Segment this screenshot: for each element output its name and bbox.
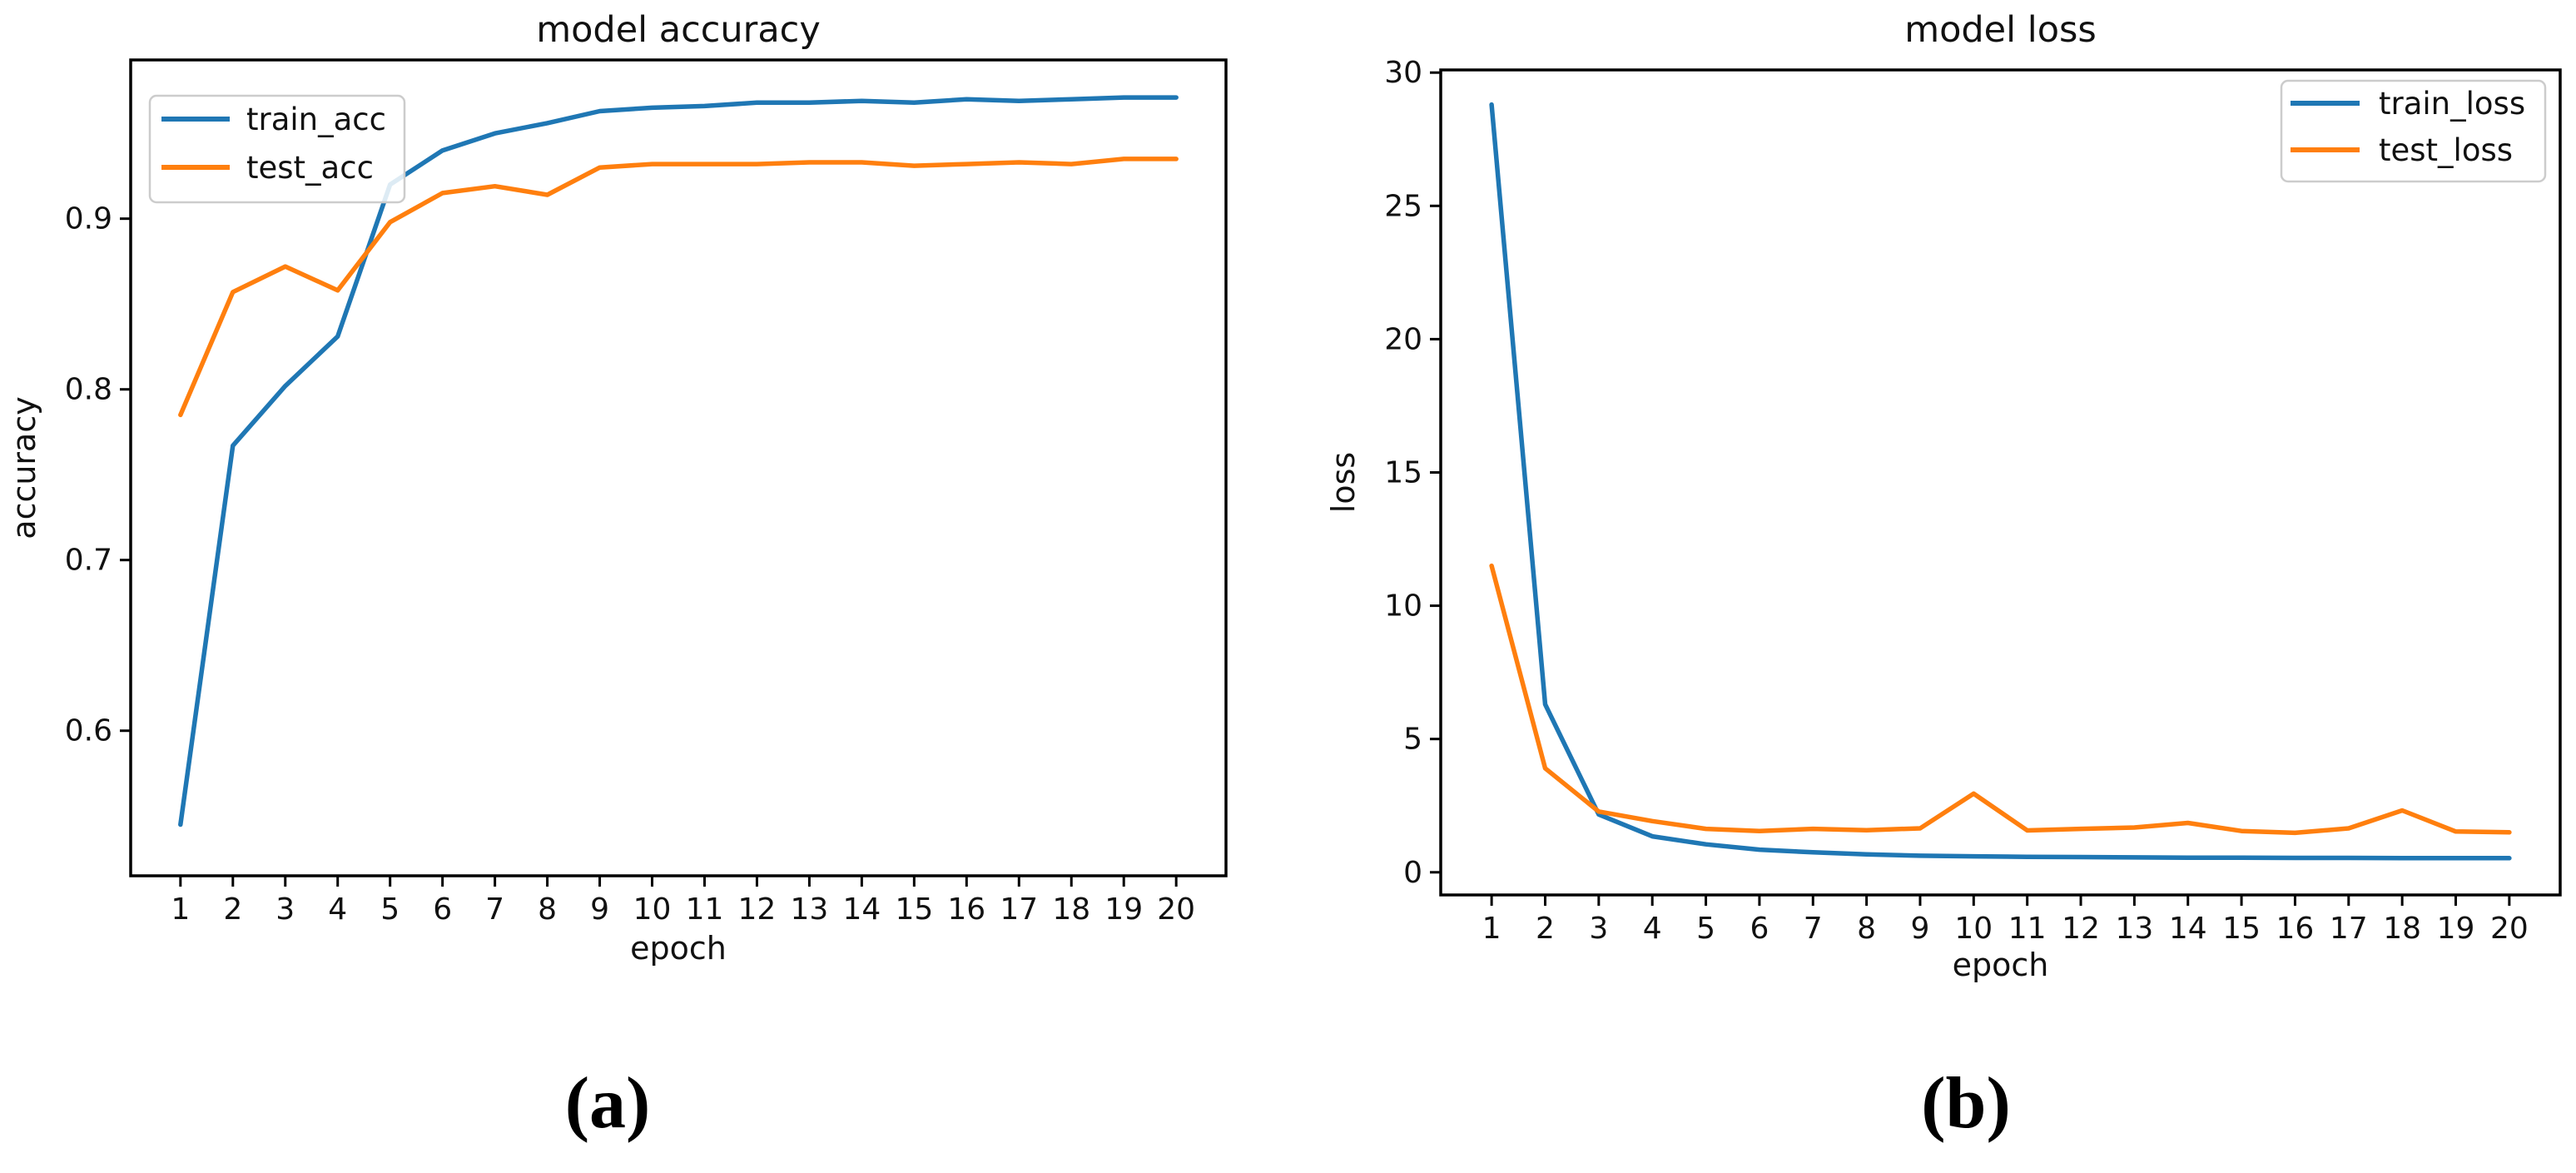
x-tick-label: 11 [686,892,724,927]
x-tick-label: 20 [2490,912,2529,946]
x-tick-label: 6 [1750,912,1769,946]
x-tick-label: 19 [2437,912,2475,946]
y-tick-label: 0.8 [65,373,112,407]
y-tick-label: 5 [1403,723,1422,757]
accuracy-yaxis-label: accuracy [6,396,42,539]
x-tick-label: 17 [1000,892,1038,927]
x-tick-label: 12 [738,892,777,927]
test_acc-legend-label: test_acc [246,150,374,186]
x-tick-label: 8 [1857,912,1876,946]
test_loss-line [1489,563,2512,836]
train_loss-line [1489,102,2512,861]
x-tick-label: 10 [633,892,672,927]
x-tick-label: 8 [538,892,557,927]
x-tick-label: 4 [328,892,347,927]
loss-legend: train_loss test_loss [2280,79,2547,183]
y-tick-label: 20 [1384,322,1422,356]
x-tick-label: 1 [1482,912,1501,946]
y-tick-label: 0.7 [65,544,112,578]
x-tick-label: 3 [1589,912,1608,946]
x-tick-label: 19 [1104,892,1143,927]
x-tick-label: 16 [2276,912,2315,946]
train_acc-legend-label: train_acc [246,102,386,137]
x-tick-label: 6 [433,892,452,927]
x-tick-label: 15 [2222,912,2261,946]
y-tick-label: 0.6 [65,714,112,748]
x-tick-label: 1 [171,892,190,927]
y-tick-label: 0.9 [65,202,112,236]
x-tick-label: 12 [2062,912,2100,946]
x-tick-label: 5 [1696,912,1715,946]
test_loss-legend-label: test_loss [2379,132,2513,168]
x-tick-label: 14 [842,892,881,927]
y-tick-label: 30 [1384,56,1422,90]
x-tick-label: 18 [2383,912,2421,946]
accuracy-legend: train_acc test_acc [148,94,406,204]
x-tick-label: 5 [380,892,400,927]
x-tick-label: 2 [1536,912,1555,946]
x-tick-label: 2 [223,892,242,927]
x-tick-label: 20 [1157,892,1195,927]
caption-a: (a) [564,1063,651,1144]
loss-legend-box [2280,79,2547,183]
x-tick-label: 13 [791,892,829,927]
y-tick-label: 15 [1384,455,1422,490]
x-tick-label: 4 [1643,912,1662,946]
x-tick-label: 14 [2169,912,2207,946]
y-tick-label: 0 [1403,856,1422,890]
x-tick-label: 10 [1954,912,1993,946]
caption-b: (b) [1921,1063,2011,1144]
loss-title: model loss [1904,9,2097,51]
x-tick-label: 3 [275,892,295,927]
x-tick-label: 16 [947,892,985,927]
accuracy-title: model accuracy [536,9,821,51]
x-tick-label: 13 [2115,912,2153,946]
loss-plot-area [1439,68,2562,897]
loss-xaxis-label: epoch [1953,947,2049,983]
accuracy-xaxis-label: epoch [630,930,727,967]
y-tick-label: 25 [1384,189,1422,223]
x-tick-label: 7 [485,892,504,927]
x-tick-label: 15 [895,892,933,927]
x-tick-label: 9 [1911,912,1930,946]
train_acc-line [178,95,1179,828]
x-tick-label: 7 [1804,912,1823,946]
x-tick-label: 11 [2008,912,2047,946]
x-tick-label: 9 [590,892,609,927]
accuracy-legend-box [148,94,406,204]
train_loss-legend-label: train_loss [2379,86,2525,122]
x-tick-label: 18 [1052,892,1090,927]
test_acc-line [178,157,1179,418]
y-tick-label: 10 [1384,589,1422,624]
x-tick-label: 17 [2330,912,2368,946]
loss-yaxis-label: loss [1325,452,1362,513]
